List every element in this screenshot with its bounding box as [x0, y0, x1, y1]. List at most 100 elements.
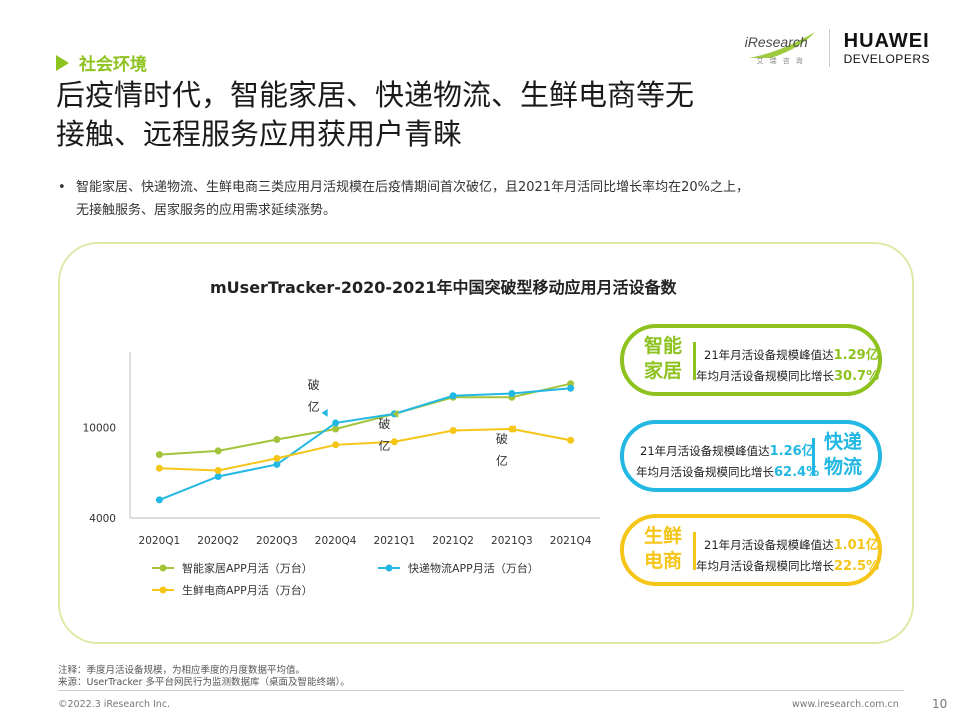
card-smart-home-label-line-2: 家居: [643, 360, 682, 382]
data-point: [155, 496, 163, 504]
bullet-line-1: 智能家居、快递物流、生鲜电商三类应用月活规模在后疫情期间首次破亿，且2021年月…: [76, 180, 749, 195]
data-point: [214, 447, 222, 455]
annotation-arrow-icon: [509, 424, 516, 433]
card-fresh-ecommerce-label-line-1: 生鲜: [643, 525, 682, 547]
card-smart-home: 智能 家居 21年月活设备规模峰值达1.29亿 年均月活设备规模同比增长30.7…: [620, 324, 882, 396]
data-point: [332, 425, 340, 433]
card-logistics-growth-value: 62.4%: [774, 465, 820, 480]
developers-wordmark: DEVELOPERS: [843, 52, 930, 66]
annotation-arrow-icon: [392, 409, 399, 418]
annotation-text: 亿: [496, 453, 508, 468]
series-line-2: [159, 427, 571, 472]
card-fresh-ecommerce-label-line-2: 电商: [643, 550, 682, 572]
data-point: [449, 392, 457, 400]
card-smart-home-row-2-text: 年均月活设备规模同比增长: [696, 369, 834, 383]
card-logistics-label-line-2: 物流: [823, 456, 862, 478]
card-logistics-peak-value: 1.26亿: [769, 444, 815, 459]
card-fresh-ecommerce-row-1-text: 21年月活设备规模峰值达: [704, 538, 834, 552]
summary-bullet: • 智能家居、快递物流、生鲜电商三类应用月活规模在后疫情期间首次破亿，且2021…: [58, 176, 918, 222]
card-smart-home-label-line-1: 智能: [643, 335, 682, 357]
annotation-arrow-icon: [321, 408, 328, 417]
iresearch-wordmark: iResearch: [744, 34, 808, 50]
data-point: [449, 426, 457, 434]
card-fresh-ecommerce-label: 生鲜 电商: [638, 524, 688, 574]
chart-title: mUserTracker-2020-2021年中国突破型移动应用月活设备数: [210, 278, 677, 297]
iresearch-subtitle: 艾瑞咨询: [756, 57, 809, 65]
page-number: 10: [932, 697, 948, 711]
series-line-0: [159, 382, 571, 456]
card-logistics: 21年月活设备规模峰值达1.26亿 年均月活设备规模同比增长62.4% 快递 物…: [620, 420, 882, 492]
card-smart-home-divider: [693, 342, 696, 380]
y-tick-label: 4000: [89, 513, 116, 525]
data-point: [390, 438, 398, 446]
card-logistics-row-2-text: 年均月活设备规模同比增长: [636, 465, 774, 479]
bullet-line-2: 无接触服务、居家服务的应用需求延续涨势。: [76, 203, 337, 218]
data-point: [567, 384, 575, 392]
data-point: [214, 466, 222, 474]
chart-panel: [58, 242, 914, 644]
card-fresh-ecommerce-row-2-text: 年均月活设备规模同比增长: [696, 559, 834, 573]
chart-notes: 注释：季度月活设备规模，为相应季度的月度数据平均值。 来源：UserTracke…: [58, 665, 350, 689]
card-smart-home-label: 智能 家居: [638, 334, 688, 384]
data-point: [214, 473, 222, 480]
data-point: [332, 419, 340, 427]
data-point: [273, 436, 281, 444]
page-title: 后疫情时代，智能家居、快递物流、生鲜电商等无 接触、远程服务应用获用户青睐: [56, 76, 816, 154]
card-logistics-row-1: 21年月活设备规模峰值达1.26亿: [640, 440, 815, 459]
huawei-wordmark: HUAWEI: [843, 30, 930, 52]
data-point: [567, 436, 575, 444]
card-logistics-label-line-1: 快递: [823, 431, 862, 453]
annotation-text: 破: [496, 431, 508, 446]
data-point: [332, 441, 340, 449]
x-tick-label: 2020Q3: [256, 535, 298, 547]
card-logistics-divider: [812, 438, 815, 476]
annotation-text: 亿: [378, 438, 390, 453]
x-tick-label: 2021Q1: [374, 535, 416, 547]
x-tick-label: 2021Q4: [550, 535, 592, 547]
annotation-text: 亿: [308, 399, 320, 414]
card-fresh-ecommerce-divider: [693, 532, 696, 570]
section-label: 社会环境: [79, 55, 147, 75]
card-fresh-ecommerce-row-1: 21年月活设备规模峰值达1.01亿: [704, 534, 879, 553]
card-fresh-ecommerce-row-2: 年均月活设备规模同比增长22.5%: [696, 558, 879, 574]
x-tick-label: 2020Q1: [139, 535, 181, 547]
card-smart-home-row-1: 21年月活设备规模峰值达1.29亿: [704, 344, 879, 363]
iresearch-swoosh-icon: [748, 32, 815, 58]
data-point: [273, 454, 281, 462]
annotation-text: 破: [378, 416, 390, 431]
x-tick-label: 2021Q2: [432, 535, 474, 547]
card-logistics-row-1-text: 21年月活设备规模峰值达: [640, 444, 770, 458]
series-line-1: [159, 387, 571, 501]
huawei-developers-logo: HUAWEI DEVELOPERS: [844, 30, 930, 66]
y-tick-label: 10000: [83, 422, 116, 434]
footer-url[interactable]: www.iresearch.com.cn: [792, 699, 899, 710]
card-smart-home-row-2: 年均月活设备规模同比增长30.7%: [696, 368, 879, 384]
card-logistics-label: 快递 物流: [818, 430, 868, 480]
card-fresh-ecommerce-peak-value: 1.01亿: [833, 538, 879, 553]
data-point: [155, 464, 163, 472]
card-smart-home-row-1-text: 21年月活设备规模峰值达: [704, 348, 834, 362]
card-smart-home-growth-value: 30.7%: [834, 369, 880, 384]
x-tick-label: 2021Q3: [491, 535, 533, 547]
title-line-2: 接触、远程服务应用获用户青睐: [56, 117, 463, 151]
title-line-1: 后疫情时代，智能家居、快递物流、生鲜电商等无: [56, 78, 695, 112]
note-line-1: 注释：季度月活设备规模，为相应季度的月度数据平均值。: [58, 665, 306, 676]
x-tick-label: 2020Q2: [197, 535, 239, 547]
card-fresh-ecommerce: 生鲜 电商 21年月活设备规模峰值达1.01亿 年均月活设备规模同比增长22.5…: [620, 514, 882, 586]
data-point: [155, 451, 163, 459]
bullet-dot: •: [58, 180, 66, 195]
card-smart-home-peak-value: 1.29亿: [833, 348, 879, 363]
logo-divider: [828, 29, 830, 67]
play-triangle-icon: [56, 54, 69, 71]
iresearch-logo: iResearch 艾瑞咨询: [741, 28, 819, 68]
legend-label: 生鲜电商APP月活（万台）: [182, 583, 313, 597]
legend-swatch-dot: [159, 586, 167, 594]
legend-swatch-dot: [385, 564, 393, 572]
note-line-2: 来源：UserTracker 多平台网民行为监测数据库（桌面及智能终端）。: [58, 677, 350, 688]
legend-label: 智能家居APP月活（万台）: [182, 561, 313, 575]
annotation-text: 破: [308, 377, 320, 392]
footer-copyright: ©2022.3 iResearch Inc.: [58, 699, 171, 710]
data-point: [273, 460, 281, 468]
card-logistics-row-2: 年均月活设备规模同比增长62.4%: [636, 464, 819, 480]
